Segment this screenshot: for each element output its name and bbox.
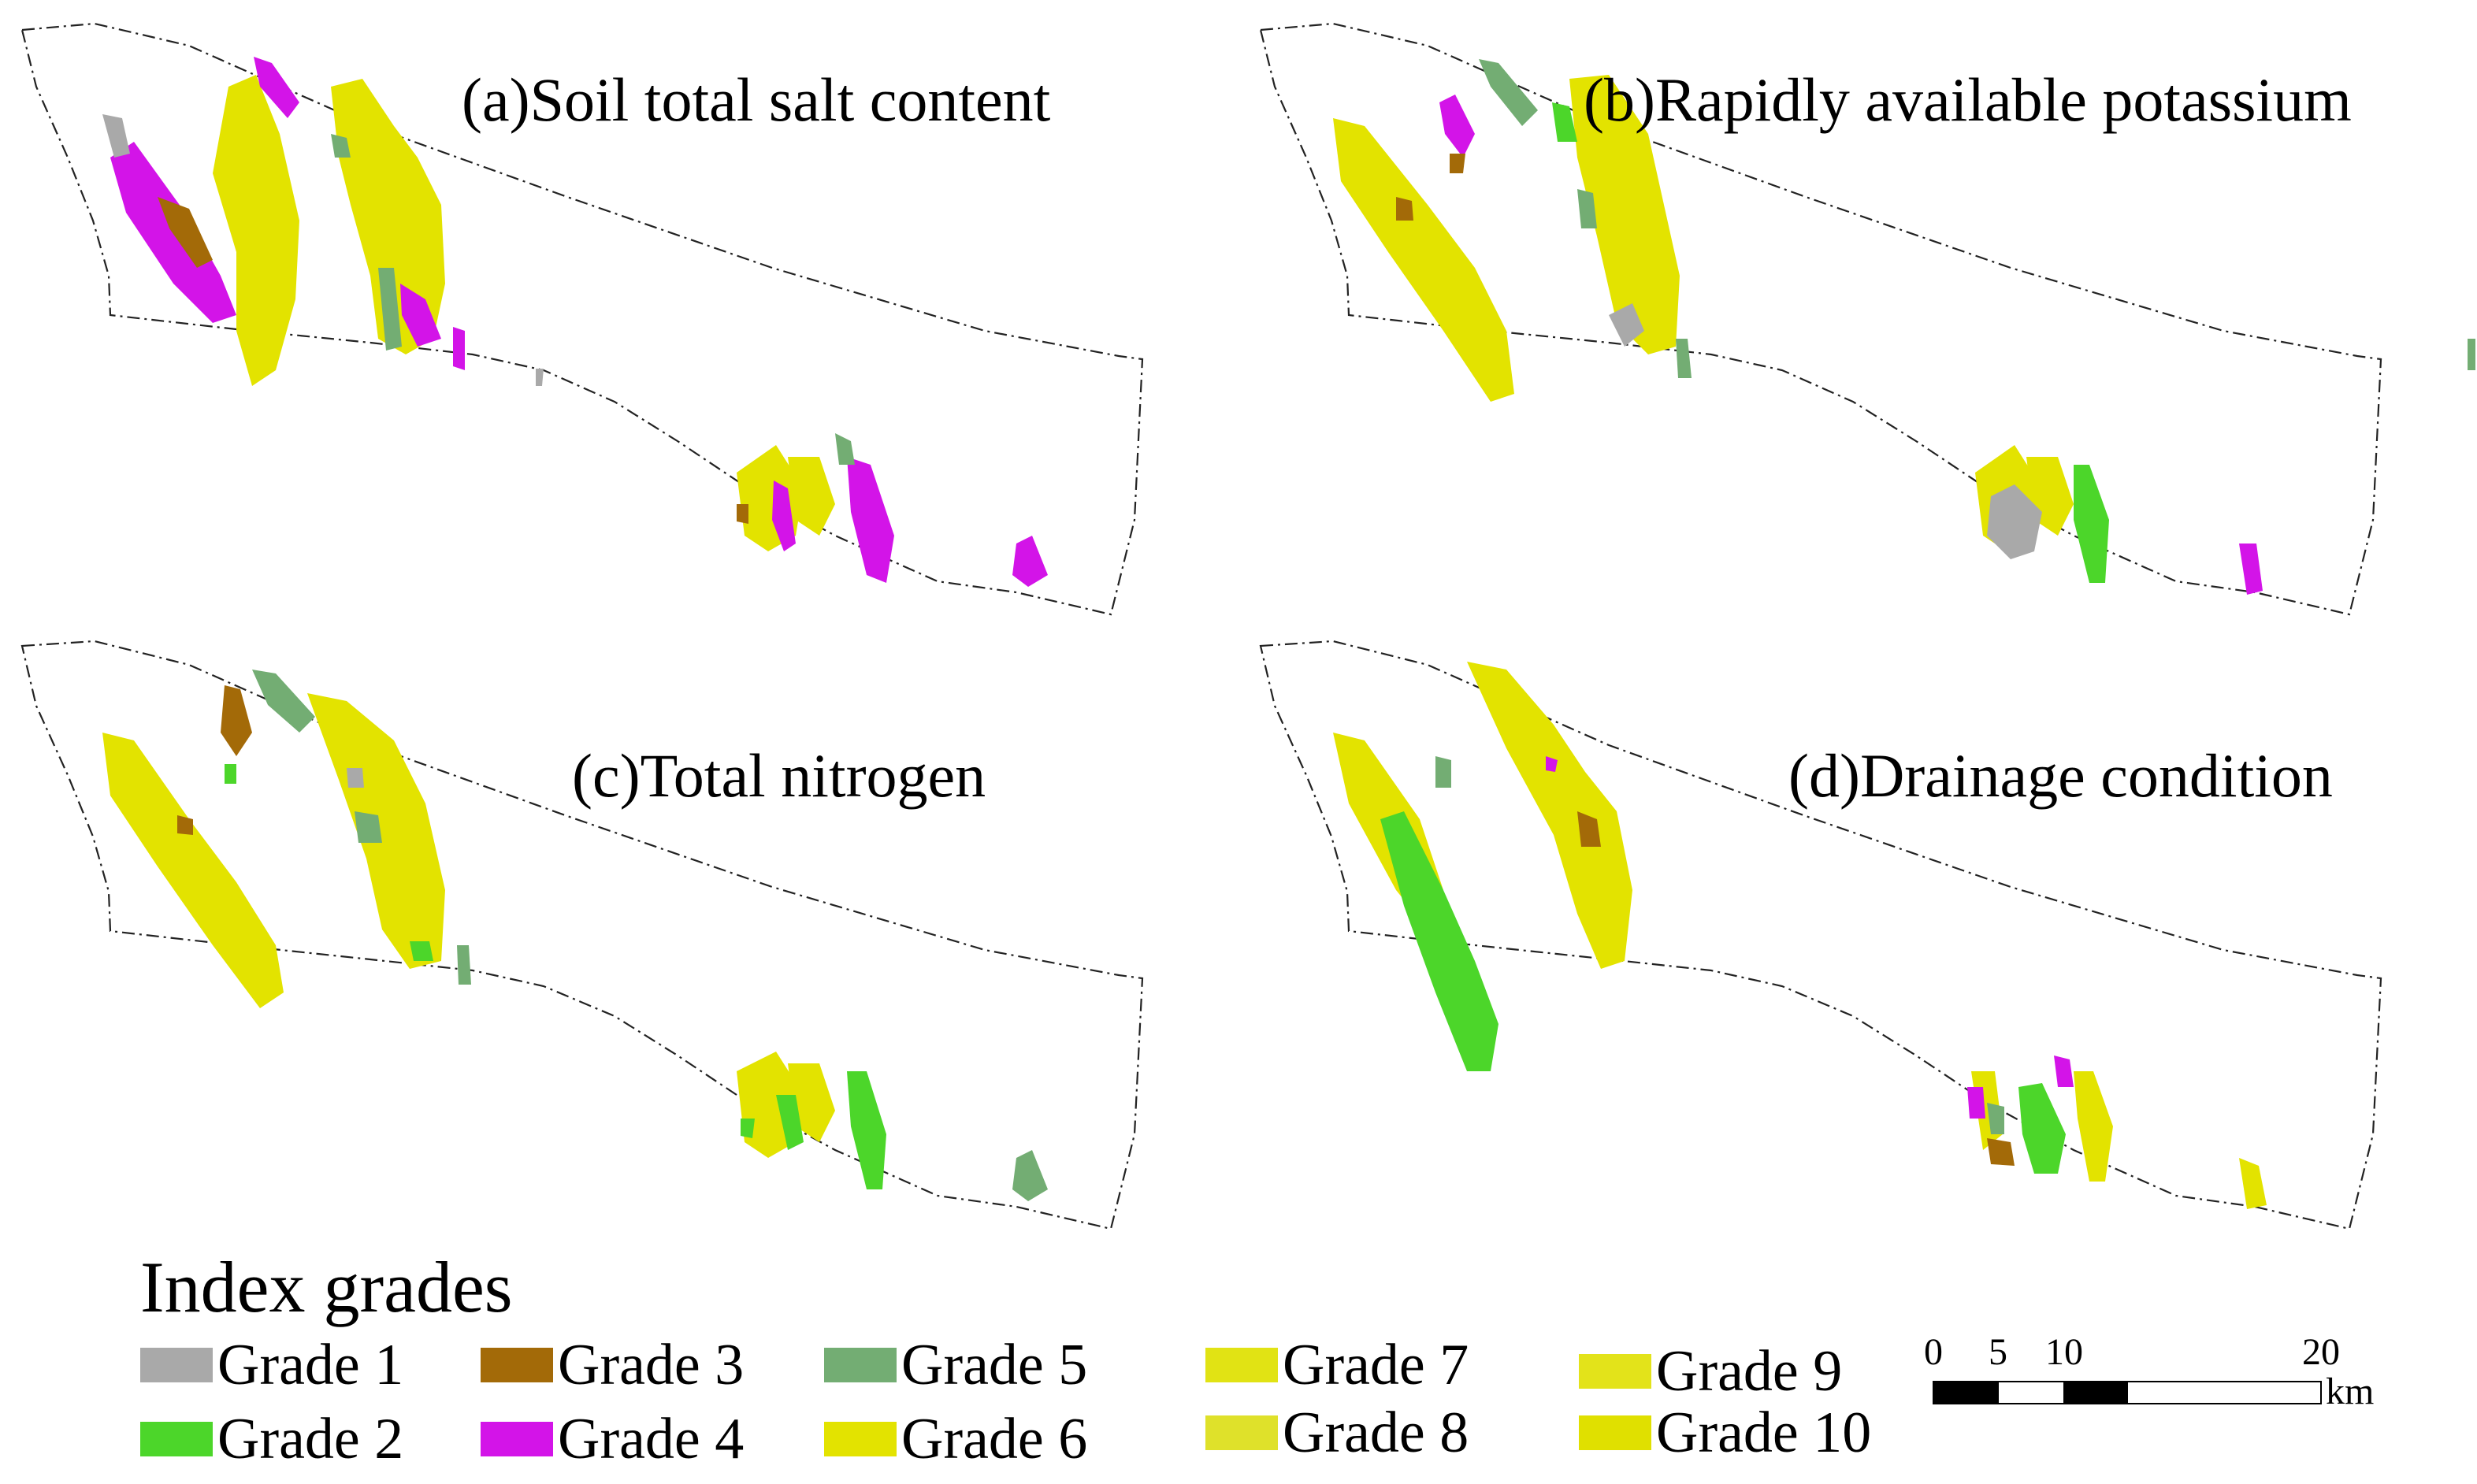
map-panel-b	[1259, 22, 2475, 616]
grade-patches	[1333, 662, 2267, 1209]
scale-tick-label: 5	[1989, 1331, 2007, 1373]
legend-item-grade-1: Grade 1	[140, 1333, 404, 1397]
legend-label: Grade 1	[217, 1333, 404, 1397]
legend-label: Grade 10	[1656, 1401, 1872, 1465]
legend-label: Grade 9	[1656, 1339, 1843, 1404]
legend-swatch	[481, 1348, 553, 1382]
scale-tick-label: 10	[2045, 1331, 2083, 1373]
legend-swatch	[1205, 1348, 1278, 1382]
grade-patches	[102, 57, 1048, 587]
legend-swatch	[1579, 1415, 1651, 1450]
legend-label: Grade 8	[1283, 1401, 1469, 1465]
scale-unit: km	[2326, 1371, 2374, 1412]
legend-title: Index grades	[140, 1247, 513, 1327]
scale-segment	[2126, 1381, 2322, 1404]
legend-swatch	[481, 1422, 553, 1456]
scale-segment	[1933, 1381, 1999, 1404]
map-panel-d	[1259, 640, 2382, 1230]
legend-label: Grade 6	[901, 1407, 1088, 1471]
panel-title-a: (a)Soil total salt content	[462, 65, 1051, 134]
legend-item-grade-5: Grade 5	[824, 1333, 1088, 1397]
legend-label: Grade 4	[558, 1407, 745, 1471]
map-panel-c	[20, 640, 1144, 1230]
panel-title-c: (c)Total nitrogen	[572, 741, 986, 810]
legend-item-grade-7: Grade 7	[1205, 1333, 1469, 1397]
scale-tick-label: 0	[1924, 1331, 1943, 1373]
panel-title-b: (b)Rapidly available potassium	[1584, 65, 2352, 134]
scale-tick-label: 20	[2302, 1331, 2340, 1373]
legend-swatch	[824, 1422, 897, 1456]
scale-segment	[2063, 1381, 2128, 1404]
legend-swatch	[1579, 1354, 1651, 1389]
legend-item-grade-8: Grade 8	[1205, 1401, 1469, 1465]
legend-swatch	[824, 1348, 897, 1382]
legend-swatch	[140, 1348, 213, 1382]
region-boundary	[20, 640, 1144, 1230]
legend-item-grade-10: Grade 10	[1579, 1401, 1872, 1465]
legend-item-grade-4: Grade 4	[481, 1407, 745, 1471]
legend-swatch	[140, 1422, 213, 1456]
grade-patches	[1333, 59, 2475, 595]
legend-label: Grade 5	[901, 1333, 1088, 1397]
legend-swatch	[1205, 1415, 1278, 1450]
map-panel-a	[20, 22, 1144, 616]
legend-item-grade-9: Grade 9	[1579, 1339, 1843, 1404]
legend-label: Grade 3	[558, 1333, 745, 1397]
panel-title-d: (d)Drainage condition	[1788, 741, 2333, 810]
legend-label: Grade 2	[217, 1407, 404, 1471]
region-boundary	[1259, 640, 2382, 1230]
scale-segment	[1997, 1381, 2065, 1404]
scale-bar: 0 5 10 20 km	[1924, 1331, 2374, 1412]
grade-patches	[102, 670, 1048, 1201]
legend-label: Grade 7	[1283, 1333, 1469, 1397]
legend-item-grade-2: Grade 2	[140, 1407, 404, 1471]
region-boundary	[1259, 22, 2382, 616]
legend-item-grade-3: Grade 3	[481, 1333, 745, 1397]
legend-item-grade-6: Grade 6	[824, 1407, 1088, 1471]
